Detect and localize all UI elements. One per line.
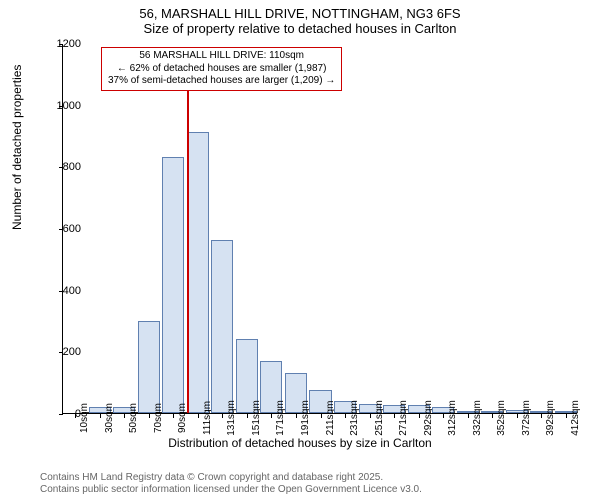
- attribution-line2: Contains public sector information licen…: [40, 484, 422, 496]
- y-tick-label: 800: [41, 161, 81, 173]
- x-tick-mark: [541, 414, 542, 418]
- x-tick-mark: [173, 414, 174, 418]
- x-tick-mark: [566, 414, 567, 418]
- reference-line: [187, 86, 189, 413]
- info-box-line: 37% of semi-detached houses are larger (…: [108, 75, 335, 88]
- x-tick-label: 372sqm: [521, 400, 532, 436]
- attribution-text: Contains HM Land Registry data © Crown c…: [40, 472, 422, 496]
- x-tick-label: 352sqm: [496, 400, 507, 436]
- y-axis-label: Number of detached properties: [10, 65, 24, 230]
- y-tick-label: 1200: [41, 38, 81, 50]
- x-tick-label: 312sqm: [447, 400, 458, 436]
- x-tick-mark: [468, 414, 469, 418]
- info-box-line: ← 62% of detached houses are smaller (1,…: [108, 63, 335, 76]
- y-tick-label: 200: [41, 346, 81, 358]
- x-tick-mark: [100, 414, 101, 418]
- x-tick-label: 332sqm: [472, 400, 483, 436]
- plot-area: 10sqm30sqm50sqm70sqm90sqm111sqm131sqm151…: [62, 44, 577, 414]
- x-tick-mark: [321, 414, 322, 418]
- chart-title-line2: Size of property relative to detached ho…: [0, 21, 600, 40]
- y-tick-label: 1000: [41, 100, 81, 112]
- x-tick-mark: [271, 414, 272, 418]
- x-tick-mark: [517, 414, 518, 418]
- x-tick-mark: [345, 414, 346, 418]
- x-tick-mark: [419, 414, 420, 418]
- x-tick-mark: [222, 414, 223, 418]
- y-tick-label: 0: [41, 408, 81, 420]
- x-tick-mark: [370, 414, 371, 418]
- x-tick-mark: [198, 414, 199, 418]
- x-tick-label: 412sqm: [570, 400, 581, 436]
- x-tick-mark: [394, 414, 395, 418]
- x-tick-label: 292sqm: [423, 400, 434, 436]
- y-tick-label: 400: [41, 285, 81, 297]
- info-box-line: 56 MARSHALL HILL DRIVE: 110sqm: [108, 50, 335, 63]
- x-tick-mark: [492, 414, 493, 418]
- histogram-bar: [162, 157, 184, 413]
- x-tick-mark: [443, 414, 444, 418]
- x-tick-mark: [149, 414, 150, 418]
- chart-title-line1: 56, MARSHALL HILL DRIVE, NOTTINGHAM, NG3…: [0, 0, 600, 21]
- x-tick-mark: [296, 414, 297, 418]
- x-axis-label: Distribution of detached houses by size …: [0, 436, 600, 450]
- info-box: 56 MARSHALL HILL DRIVE: 110sqm← 62% of d…: [101, 47, 342, 91]
- x-tick-label: 392sqm: [545, 400, 556, 436]
- histogram-bar: [187, 132, 209, 413]
- y-tick-label: 600: [41, 223, 81, 235]
- attribution-line1: Contains HM Land Registry data © Crown c…: [40, 472, 422, 484]
- x-tick-mark: [124, 414, 125, 418]
- x-tick-mark: [247, 414, 248, 418]
- chart-area: 10sqm30sqm50sqm70sqm90sqm111sqm131sqm151…: [62, 44, 577, 414]
- histogram-bar: [211, 240, 233, 413]
- histogram-bar: [138, 321, 160, 414]
